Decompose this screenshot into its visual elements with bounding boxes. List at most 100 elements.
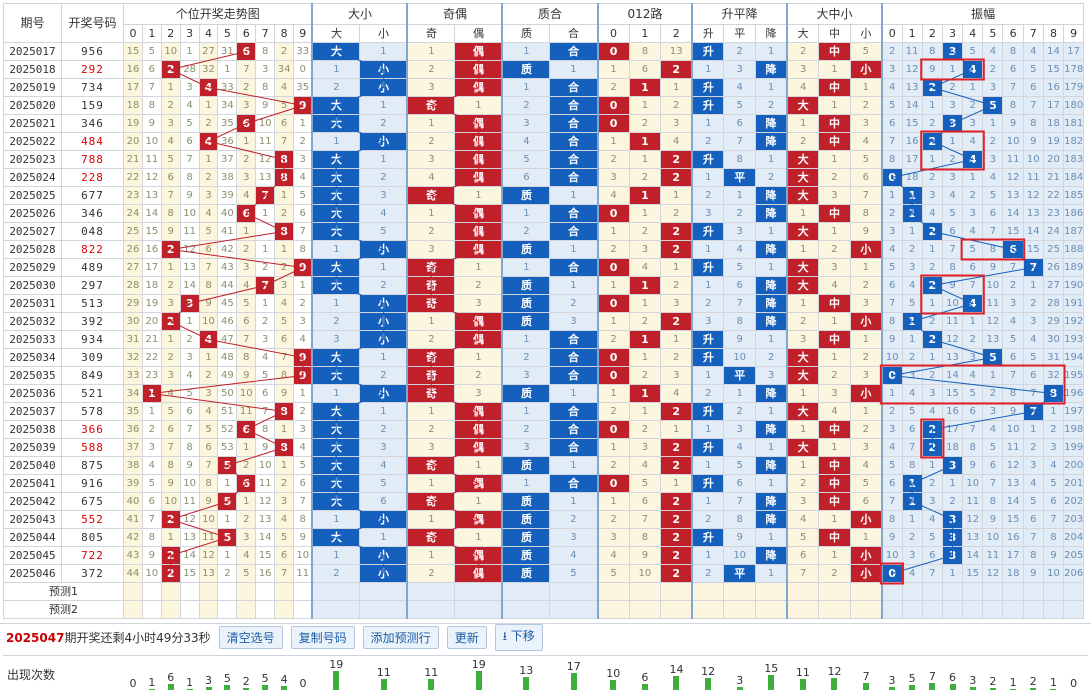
route-hit[interactable]: 0 — [596, 294, 630, 313]
prediction-cell[interactable] — [311, 582, 361, 601]
oe-hit[interactable]: 偶 — [454, 240, 503, 259]
bms-miss[interactable]: 1 — [818, 438, 851, 457]
amp-miss[interactable]: 2 — [921, 366, 943, 385]
oe-miss[interactable]: 1 — [454, 258, 503, 277]
digit-miss[interactable]: 6 — [179, 402, 200, 421]
bms-hit[interactable]: 中 — [818, 474, 851, 493]
amp-miss[interactable]: 206 — [1063, 564, 1085, 583]
digit-hit[interactable]: 7 — [255, 186, 276, 205]
prime-hit[interactable]: 质 — [501, 294, 551, 313]
digit-miss[interactable]: 2 — [236, 240, 257, 259]
digit-miss[interactable]: 36 — [123, 420, 143, 439]
route-miss[interactable]: 1 — [628, 348, 662, 367]
amp-miss[interactable]: 2 — [921, 258, 943, 277]
digit-miss[interactable]: 7 — [141, 510, 162, 529]
size-hit[interactable]: 大 — [311, 348, 361, 367]
route-miss[interactable]: 2 — [628, 222, 662, 241]
prime-miss[interactable]: 3 — [549, 528, 598, 547]
size-hit[interactable]: 大 — [311, 456, 361, 475]
bms-miss[interactable]: 1 — [849, 258, 883, 277]
amp-hit[interactable]: 0 — [880, 564, 903, 583]
bms-miss[interactable]: 1 — [818, 222, 851, 241]
oe-hit[interactable]: 偶 — [454, 564, 503, 583]
digit-hit[interactable]: 4 — [198, 78, 219, 97]
digit-miss[interactable]: 8 — [255, 78, 276, 97]
route-miss[interactable]: 4 — [596, 546, 630, 565]
digit-miss[interactable]: 18 — [141, 276, 162, 295]
bms-miss[interactable]: 1 — [849, 78, 883, 97]
amp-miss[interactable]: 10 — [982, 528, 1004, 547]
updown-miss[interactable]: 1 — [691, 456, 725, 475]
amp-miss[interactable]: 5 — [1022, 60, 1044, 79]
prime-hit[interactable]: 合 — [549, 348, 598, 367]
oe-miss[interactable]: 1 — [454, 456, 503, 475]
amp-miss[interactable]: 11 — [941, 312, 964, 331]
amp-miss[interactable]: 3 — [941, 96, 964, 115]
prediction-cell[interactable] — [359, 582, 408, 601]
digit-miss[interactable]: 8 — [255, 420, 276, 439]
bms-miss[interactable]: 3 — [849, 366, 883, 385]
updown-hit[interactable]: 降 — [754, 186, 788, 205]
bms-miss[interactable]: 6 — [786, 546, 820, 565]
digit-miss[interactable]: 36 — [217, 132, 238, 151]
updown-miss[interactable]: 4 — [723, 78, 756, 97]
bms-hit[interactable]: 大 — [786, 366, 820, 385]
oe-miss[interactable]: 1 — [406, 114, 456, 133]
amp-miss[interactable]: 4 — [1022, 474, 1044, 493]
updown-miss[interactable]: 3 — [691, 312, 725, 331]
digit-miss[interactable]: 41 — [123, 510, 143, 529]
prime-miss[interactable]: 1 — [549, 492, 598, 511]
bms-miss[interactable]: 2 — [818, 366, 851, 385]
prime-miss[interactable]: 2 — [549, 294, 598, 313]
oe-miss[interactable]: 3 — [454, 294, 503, 313]
amp-miss[interactable]: 6 — [982, 204, 1004, 223]
route-miss[interactable]: 2 — [596, 150, 630, 169]
bms-hit[interactable]: 中 — [818, 492, 851, 511]
amp-miss[interactable]: 1 — [1042, 402, 1065, 421]
updown-miss[interactable]: 6 — [723, 114, 756, 133]
prediction-cell[interactable] — [723, 600, 756, 619]
digit-miss[interactable]: 2 — [179, 330, 200, 349]
amp-hit[interactable]: 3 — [941, 528, 964, 547]
amp-miss[interactable]: 5 — [1022, 348, 1044, 367]
amp-miss[interactable]: 10 — [1022, 150, 1044, 169]
bms-miss[interactable]: 5 — [849, 42, 883, 61]
amp-miss[interactable]: 15 — [962, 564, 984, 583]
updown-hit[interactable]: 降 — [754, 456, 788, 475]
updown-miss[interactable]: 3 — [754, 366, 788, 385]
oe-hit[interactable]: 偶 — [454, 78, 503, 97]
updown-hit[interactable]: 降 — [754, 510, 788, 529]
amp-hit[interactable]: 0 — [880, 168, 903, 187]
updown-miss[interactable]: 10 — [723, 546, 756, 565]
updown-miss[interactable]: 2 — [723, 204, 756, 223]
route-miss[interactable]: 1 — [660, 330, 693, 349]
amp-miss[interactable]: 1 — [921, 150, 943, 169]
amp-miss[interactable]: 4 — [982, 42, 1004, 61]
digit-miss[interactable]: 49 — [217, 366, 238, 385]
digit-miss[interactable]: 7 — [255, 402, 276, 421]
digit-miss[interactable]: 1 — [179, 42, 200, 61]
copy-numbers-button[interactable]: 复制号码 — [290, 626, 355, 649]
digit-miss[interactable]: 10 — [179, 474, 200, 493]
digit-miss[interactable]: 22 — [123, 168, 143, 187]
bms-hit[interactable]: 中 — [818, 132, 851, 151]
route-miss[interactable]: 4 — [660, 132, 693, 151]
updown-miss[interactable]: 3 — [723, 60, 756, 79]
route-hit[interactable]: 1 — [628, 276, 662, 295]
bms-miss[interactable]: 1 — [786, 294, 820, 313]
updown-miss[interactable]: 1 — [754, 42, 788, 61]
route-hit[interactable]: 2 — [660, 60, 693, 79]
digit-miss[interactable]: 31 — [217, 42, 238, 61]
digit-miss[interactable]: 5 — [236, 294, 257, 313]
digit-miss[interactable]: 1 — [217, 60, 238, 79]
bms-miss[interactable]: 1 — [786, 456, 820, 475]
bms-hit[interactable]: 小 — [849, 564, 883, 583]
prime-miss[interactable]: 4 — [501, 132, 551, 151]
updown-miss[interactable]: 2 — [691, 132, 725, 151]
digit-miss[interactable]: 11 — [255, 474, 276, 493]
digit-miss[interactable]: 3 — [160, 114, 181, 133]
bms-miss[interactable]: 1 — [818, 150, 851, 169]
digit-miss[interactable]: 24 — [123, 204, 143, 223]
amp-miss[interactable]: 2 — [901, 240, 923, 259]
digit-miss[interactable]: 18 — [123, 96, 143, 115]
